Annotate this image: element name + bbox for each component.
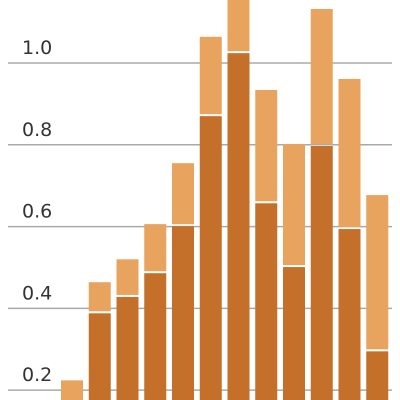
bar-segment xyxy=(199,36,222,115)
bar-segment xyxy=(366,195,389,350)
bar-segment xyxy=(227,53,250,400)
bar-segment xyxy=(283,143,305,266)
bar-segment xyxy=(116,259,139,295)
bar-segment xyxy=(366,351,389,400)
bar-segment xyxy=(172,163,194,225)
y-tick-label: 0.4 xyxy=(22,282,52,304)
bar-segment xyxy=(255,89,278,202)
bar-segment xyxy=(310,8,333,145)
bar-segment xyxy=(61,380,83,400)
bar-segment xyxy=(338,229,361,400)
bar-segment xyxy=(144,273,167,400)
bar-segment xyxy=(172,226,194,400)
bar-segment xyxy=(283,267,305,400)
bar-segment xyxy=(116,296,139,400)
bar-segment xyxy=(199,116,222,400)
y-tick-label: 0.2 xyxy=(22,364,52,386)
bar-segment xyxy=(88,313,111,400)
bar-segment xyxy=(227,0,250,52)
y-tick-label: 0.8 xyxy=(22,119,52,141)
bar-segment xyxy=(255,203,278,400)
bar-segment xyxy=(144,224,167,272)
y-tick-label: 0.6 xyxy=(22,201,52,223)
bar-segment xyxy=(310,146,333,400)
bar-segment xyxy=(338,78,361,228)
bar-segment xyxy=(88,282,111,312)
y-tick-label: 1.0 xyxy=(22,37,52,59)
